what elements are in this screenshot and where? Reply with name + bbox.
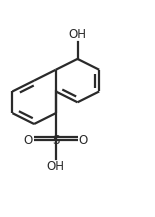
Text: OH: OH [47,160,65,173]
Text: O: O [24,134,33,147]
Text: S: S [52,134,60,147]
Text: OH: OH [69,28,86,41]
Text: O: O [79,134,88,147]
